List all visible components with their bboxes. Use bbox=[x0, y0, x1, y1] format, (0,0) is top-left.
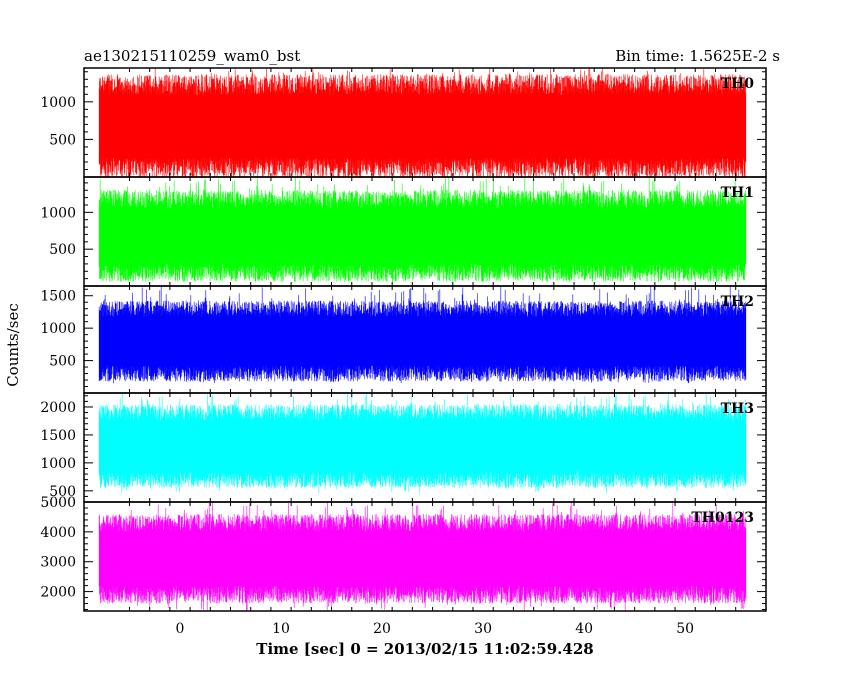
x-tick-label: 40 bbox=[575, 621, 593, 637]
series-th1 bbox=[98, 177, 747, 282]
y-tick-label: 2000 bbox=[40, 400, 76, 416]
panel-label: TH0 bbox=[721, 76, 755, 92]
x-axis-label: Time [sec] 0 = 2013/02/15 11:02:59.428 bbox=[256, 640, 593, 658]
x-tick-label: 0 bbox=[176, 621, 185, 637]
y-tick-label: 1500 bbox=[40, 428, 76, 444]
chart-title-right: Bin time: 1.5625E-2 s bbox=[615, 47, 780, 65]
panel-th3: 500 1000 1500 2000 TH3 bbox=[40, 392, 767, 503]
x-tick-label: 10 bbox=[272, 621, 290, 637]
x-tick-label: 50 bbox=[676, 621, 694, 637]
panel-th0123: 2000 3000 4000 5000 TH0123 bbox=[40, 495, 767, 612]
panel-th1: 500 1000 TH1 bbox=[40, 176, 767, 287]
panel-label: TH0123 bbox=[691, 510, 754, 526]
x-tick-label: 20 bbox=[373, 621, 391, 637]
series-th3 bbox=[98, 393, 747, 494]
panel-th0: 500 1000 TH0 bbox=[40, 67, 767, 178]
y-tick-label: 2000 bbox=[40, 585, 76, 601]
y-tick-label: 3000 bbox=[40, 555, 76, 571]
y-tick-label: 1000 bbox=[40, 95, 76, 111]
y-tick-label: 1000 bbox=[40, 205, 76, 221]
panel-label: TH1 bbox=[721, 185, 754, 201]
y-tick-label: 500 bbox=[49, 242, 76, 258]
y-tick-label: 1500 bbox=[40, 289, 76, 305]
series-th0 bbox=[98, 68, 747, 177]
series-th0123 bbox=[98, 502, 747, 611]
panel-th2: 500 1000 1500 TH2 bbox=[40, 285, 767, 394]
y-tick-label: 1000 bbox=[40, 321, 76, 337]
y-tick-label: 500 bbox=[49, 484, 76, 500]
panel-frame bbox=[83, 501, 767, 612]
chart-title-left: ae130215110259_wam0_bst bbox=[84, 47, 300, 65]
series-th2 bbox=[98, 286, 747, 384]
y-tick-label: 500 bbox=[49, 354, 76, 370]
y-axis-label: Counts/sec bbox=[4, 303, 22, 387]
y-tick-label: 5000 bbox=[40, 495, 76, 511]
y-tick-label: 1000 bbox=[40, 456, 76, 472]
panel-label: TH3 bbox=[721, 401, 754, 417]
y-tick-label: 4000 bbox=[40, 525, 76, 541]
panel-label: TH2 bbox=[721, 294, 754, 310]
y-tick-label: 500 bbox=[49, 132, 76, 148]
x-tick-label: 30 bbox=[474, 621, 492, 637]
